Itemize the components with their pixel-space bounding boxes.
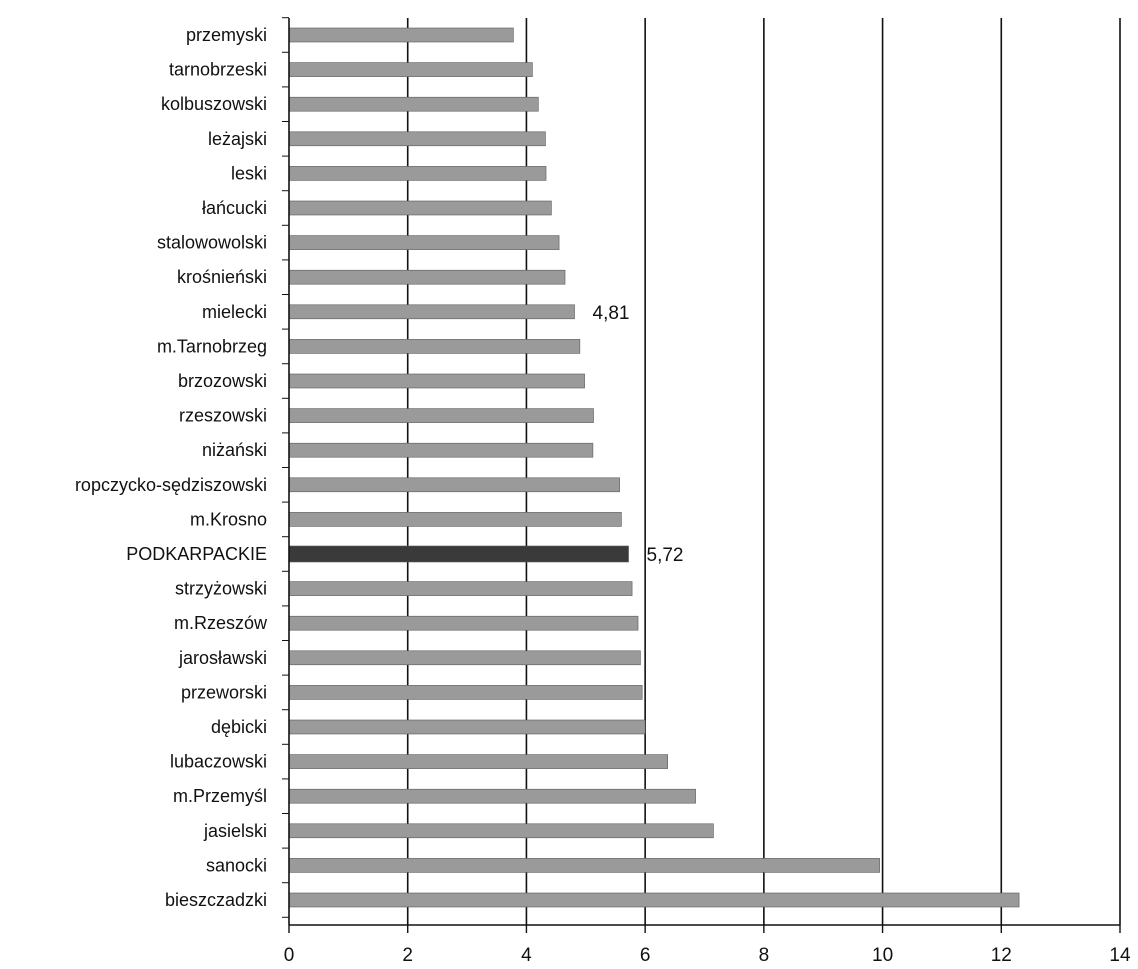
data-labels: 4,81 5,72 <box>593 303 684 566</box>
category-label-jasielski: jasielski <box>203 821 267 841</box>
category-label-mielecki: mielecki <box>202 302 267 322</box>
category-label-m.Krosno: m.Krosno <box>190 509 267 529</box>
bar-bieszczadzki <box>288 892 1020 908</box>
category-label-tarnobrzeski: tarnobrzeski <box>169 60 267 80</box>
bar-rzeszowski <box>288 408 594 423</box>
x-tick-label-14: 14 <box>1109 945 1131 966</box>
category-label-m.Przemyśl: m.Przemyśl <box>173 786 267 806</box>
bar-lubaczowski <box>288 754 668 769</box>
bar-m.Tarnobrzeg <box>288 339 581 354</box>
category-label-leżajski: leżajski <box>208 129 267 149</box>
data-label-PODKARPACKIE: 5,72 <box>647 545 684 566</box>
bar-krośnieński <box>288 269 566 285</box>
x-tick-label-8: 8 <box>759 945 770 966</box>
bar-ropczycko-sędziszowski <box>288 477 620 493</box>
category-labels: przemyski tarnobrzeski kolbuszowski leżajsk… <box>75 25 268 910</box>
category-label-lubaczowski: lubaczowski <box>170 752 267 772</box>
x-tick-label-12: 12 <box>991 945 1012 966</box>
bar-przeworski <box>288 685 643 700</box>
bar-łańcucki <box>288 200 552 216</box>
bars <box>288 27 1020 908</box>
category-label-przemyski: przemyski <box>186 25 267 45</box>
x-tick-label-6: 6 <box>640 945 651 966</box>
bar-kolbuszowski <box>288 96 539 112</box>
category-label-leski: leski <box>231 163 267 183</box>
bar-stalowowolski <box>288 235 560 250</box>
x-tick-label-10: 10 <box>872 945 893 966</box>
x-tick-label-2: 2 <box>402 945 413 966</box>
category-label-m.Tarnobrzeg: m.Tarnobrzeg <box>157 336 267 356</box>
data-label-mielecki: 4,81 <box>593 303 630 324</box>
bar-brzozowski <box>288 373 585 389</box>
bar-m.Rzeszów <box>288 615 639 631</box>
category-label-sanocki: sanocki <box>206 855 267 875</box>
category-label-dębicki: dębicki <box>211 717 267 737</box>
bar-leżajski <box>288 131 546 147</box>
category-label-ropczycko-sędziszowski: ropczycko-sędziszowski <box>75 475 267 495</box>
bar-leski <box>288 166 547 181</box>
category-label-rzeszowski: rzeszowski <box>179 406 267 426</box>
category-label-krośnieński: krośnieński <box>177 267 267 287</box>
category-label-brzozowski: brzozowski <box>178 371 267 391</box>
category-label-strzyżowski: strzyżowski <box>175 579 267 599</box>
tick-labels: 0 2 4 6 8 10 12 14 <box>284 945 1131 966</box>
bar-przemyski <box>288 27 514 43</box>
bar-m.Krosno <box>288 512 622 527</box>
category-label-jarosławski: jarosławski <box>178 648 267 668</box>
category-label-łańcucki: łańcucki <box>202 198 267 218</box>
category-label-kolbuszowski: kolbuszowski <box>161 94 267 114</box>
category-label-stalowowolski: stalowowolski <box>157 233 267 253</box>
bar-sanocki <box>288 858 880 873</box>
bar-tarnobrzeski <box>288 62 533 77</box>
category-label-bieszczadzki: bieszczadzki <box>165 890 267 910</box>
bar-jarosławski <box>288 650 641 666</box>
bar-mielecki <box>288 304 575 320</box>
bar-strzyżowski <box>288 581 633 596</box>
bar-jasielski <box>288 823 714 839</box>
bar-PODKARPACKIE <box>288 545 629 563</box>
category-label-przeworski: przeworski <box>181 682 267 702</box>
x-tick-label-0: 0 <box>284 945 295 966</box>
bar-m.Przemyśl <box>288 788 696 804</box>
axes <box>282 17 1121 933</box>
category-label-PODKARPACKIE: PODKARPACKIE <box>126 544 267 564</box>
category-label-m.Rzeszów: m.Rzeszów <box>174 613 268 633</box>
category-label-niżański: niżański <box>202 440 267 460</box>
x-tick-label-4: 4 <box>521 945 532 966</box>
bar-dębicki <box>288 719 646 735</box>
bar-niżański <box>288 442 594 458</box>
